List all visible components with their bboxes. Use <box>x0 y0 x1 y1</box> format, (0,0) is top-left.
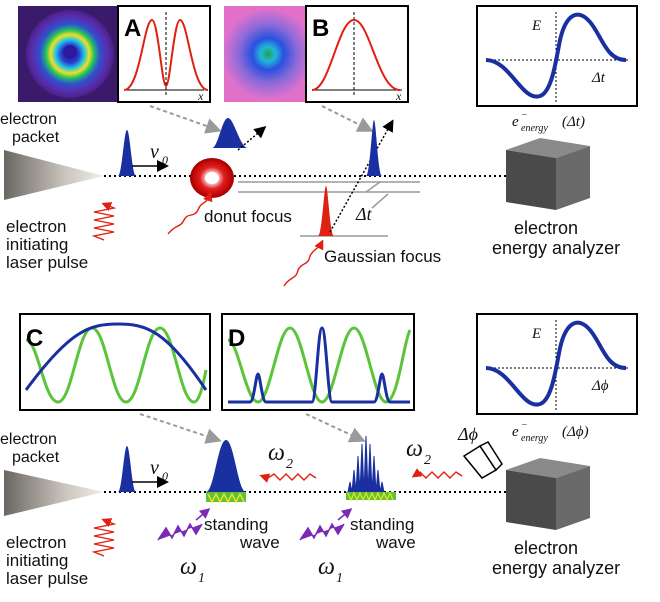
svg-text:electron: electron <box>6 533 66 552</box>
svg-text:laser pulse: laser pulse <box>6 253 88 272</box>
energy-vs-delay-plot: E Δt <box>476 5 638 107</box>
omega1-right-label: ω <box>318 554 335 580</box>
svg-text:initiating: initiating <box>6 235 68 254</box>
electron-packet-bottom <box>118 446 136 492</box>
pointer-arrow-b <box>321 105 374 132</box>
panel-a-profile-plot: A x <box>117 5 211 103</box>
energy-axis-label-bottom: E <box>531 326 541 342</box>
gaussian-diagonal <box>329 119 394 233</box>
electron-packet-label-line1: electron <box>0 111 57 128</box>
panel-d-blue-spikes <box>228 326 410 404</box>
panel-d-plot: D <box>221 313 415 411</box>
panel-b-profile-plot: B x <box>305 5 409 103</box>
svg-text:−: − <box>521 420 528 431</box>
velocity-label-top: v <box>150 141 159 163</box>
pointer-arrow-c <box>139 413 222 444</box>
svg-text:packet: packet <box>12 449 60 466</box>
svg-text:(Δϕ): (Δϕ) <box>562 424 589 440</box>
svg-text:energy: energy <box>521 123 548 134</box>
donut-focus-label: donut focus <box>204 207 292 226</box>
gaussian-focus-label: Gaussian focus <box>324 247 441 266</box>
svg-text:energy: energy <box>521 433 548 444</box>
svg-text:2: 2 <box>424 453 431 468</box>
pointer-arrow-d <box>305 413 366 443</box>
svg-text:e: e <box>512 424 519 440</box>
velocity-label-bottom: v <box>150 457 159 479</box>
gaussian-focus-spike <box>318 186 334 236</box>
svg-text:standing: standing <box>350 515 414 534</box>
panel-d-green-wave <box>227 326 412 404</box>
panel-c-letter: C <box>26 325 43 352</box>
initiating-laser-pulse-bottom <box>91 518 117 557</box>
panel-a-axis-label: x <box>197 89 204 103</box>
energy-readout-bottom: e − energy (Δϕ) <box>512 420 589 444</box>
energy-vs-phase-curve <box>485 320 627 407</box>
svg-text:electron: electron <box>6 217 66 236</box>
svg-text:initiating: initiating <box>6 551 68 570</box>
svg-text:energy analyzer: energy analyzer <box>492 558 620 578</box>
energy-readout-top: e − energy (Δt) <box>512 110 585 134</box>
svg-text:electron: electron <box>0 431 57 448</box>
panel-a-donut-profile-curve <box>123 18 209 91</box>
panel-c-plot: C <box>19 313 211 411</box>
panel-a-letter: A <box>124 15 141 42</box>
panel-d-letter: D <box>228 325 245 352</box>
energy-vs-delay-curve <box>485 12 627 99</box>
svg-text:e: e <box>512 114 519 130</box>
panel-b-axis-label: x <box>395 89 402 103</box>
electron-packet-top <box>118 130 136 176</box>
delay-axis-label-top: Δt <box>591 70 606 86</box>
svg-text:1: 1 <box>336 571 343 586</box>
standing-wave-packet-1 <box>206 440 246 504</box>
scatter-arrow-donut <box>237 126 267 151</box>
svg-text:0: 0 <box>162 153 168 167</box>
electron-packet-broadened-top <box>212 118 248 148</box>
svg-text:standing: standing <box>204 515 268 534</box>
omega1-pulse-left <box>157 508 211 541</box>
svg-text:laser pulse: laser pulse <box>6 569 88 588</box>
panel-a-beam-image <box>18 6 122 102</box>
panel-c-green-wave <box>25 326 208 404</box>
phase-axis-label-bottom: Δϕ <box>591 378 609 394</box>
gaussian-laser-pulse <box>283 239 324 287</box>
electron-packet-label-line2: packet <box>12 129 60 146</box>
electron-packet-narrow-top <box>366 120 382 176</box>
donut-laser-pulse <box>167 191 213 235</box>
svg-text:wave: wave <box>239 533 280 552</box>
electron-source-cone-top <box>4 150 104 200</box>
omega2-right-label: ω <box>406 436 423 462</box>
svg-text:(Δt): (Δt) <box>562 114 585 130</box>
panel-b-gaussian-profile-curve <box>311 18 401 91</box>
delay-label-top: Δt <box>355 204 373 224</box>
omega2-left-label: ω <box>268 440 285 466</box>
energy-axis-label-top: E <box>531 18 541 34</box>
omega2-pulse-left <box>259 473 317 483</box>
panel-c-blue-envelope <box>24 322 208 391</box>
svg-text:1: 1 <box>198 571 205 586</box>
phase-shifter-prism <box>462 441 503 479</box>
omega1-left-label: ω <box>180 554 197 580</box>
svg-text:wave: wave <box>375 533 416 552</box>
svg-text:−: − <box>521 110 528 121</box>
energy-vs-phase-plot: E Δϕ <box>476 313 638 415</box>
initiating-laser-pulse-top <box>91 202 117 241</box>
standing-wave-packet-2 <box>346 435 396 502</box>
svg-text:0: 0 <box>162 469 168 483</box>
electron-source-cone-bottom <box>4 470 104 516</box>
svg-text:2: 2 <box>286 457 293 472</box>
phase-shifter-label: Δϕ <box>457 424 478 444</box>
svg-text:electron: electron <box>514 538 578 558</box>
donut-focus-spot <box>190 158 234 198</box>
omega2-pulse-right <box>411 468 463 479</box>
svg-text:electron: electron <box>514 218 578 238</box>
svg-text:energy analyzer: energy analyzer <box>492 238 620 258</box>
pointer-arrow-a <box>149 105 222 134</box>
panel-b-letter: B <box>312 15 329 42</box>
electron-energy-analyzer-top <box>506 138 590 210</box>
electron-energy-analyzer-bottom <box>506 458 590 530</box>
omega1-pulse-right <box>299 508 353 541</box>
